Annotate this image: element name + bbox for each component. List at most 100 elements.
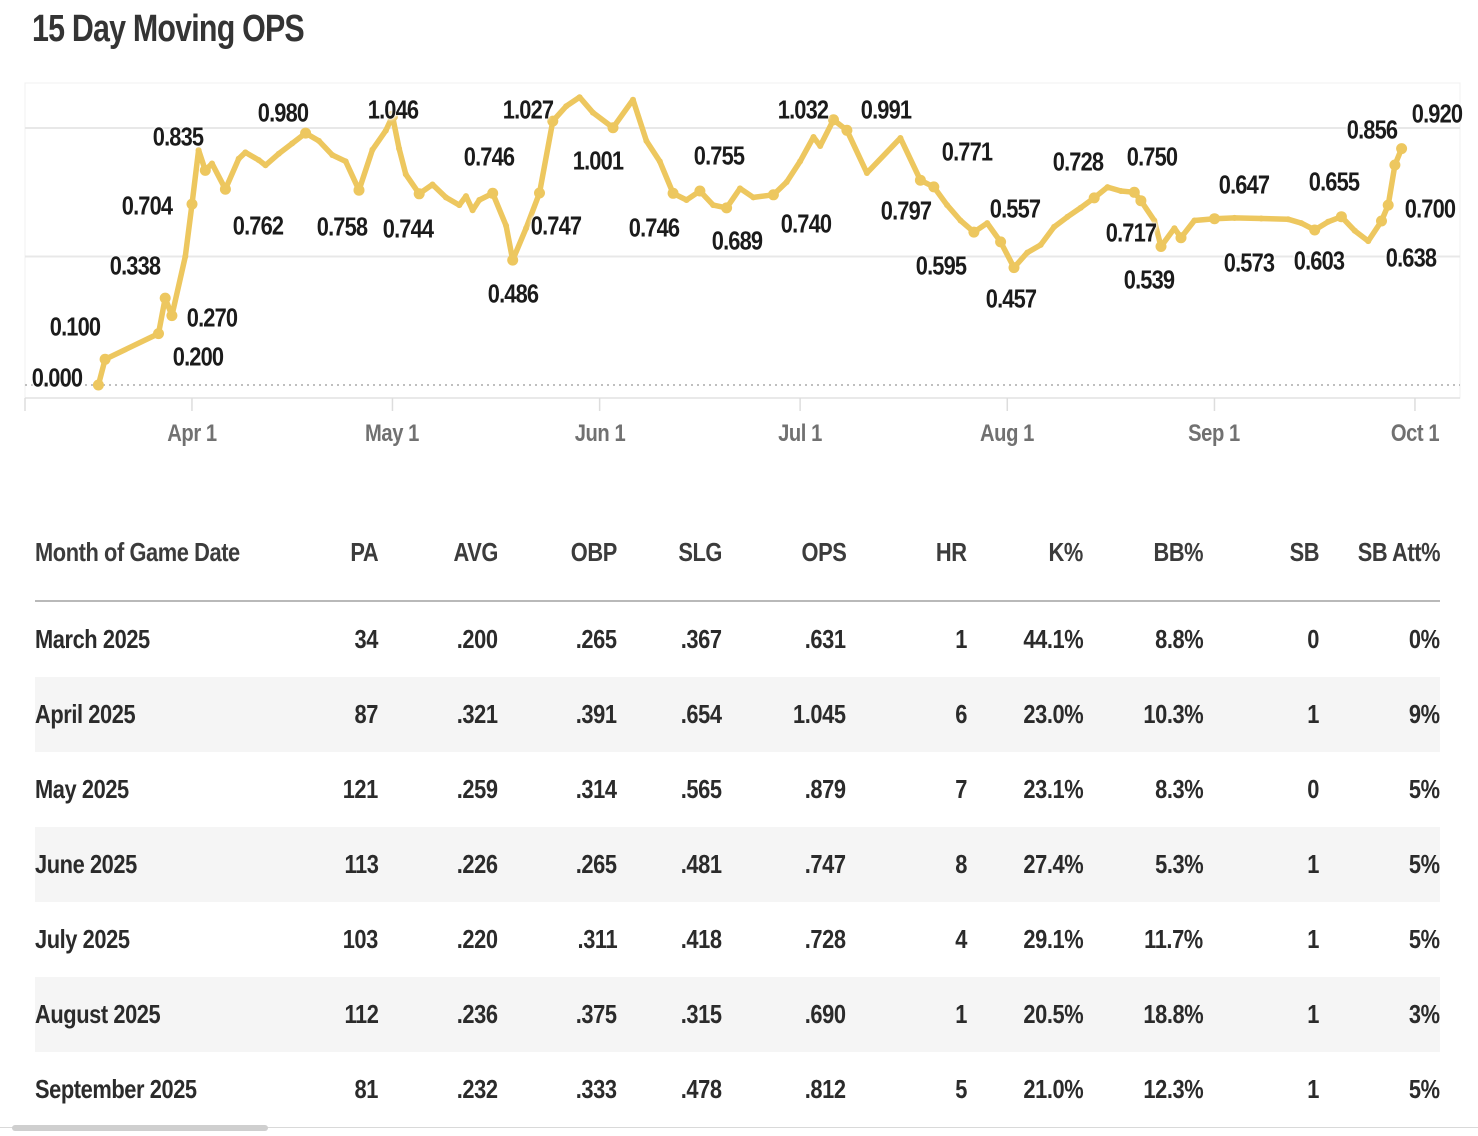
data-point-label: 0.100 bbox=[49, 311, 101, 342]
data-point-marker bbox=[928, 181, 940, 193]
stat-cell: 0% bbox=[1409, 624, 1440, 654]
stat-cell: 11.7% bbox=[1144, 924, 1203, 954]
data-point-label: 0.338 bbox=[109, 250, 161, 281]
stat-cell: .747 bbox=[805, 849, 846, 879]
row-month-cell: April 2025 bbox=[35, 699, 136, 729]
data-point-label: 0.270 bbox=[186, 302, 238, 333]
data-point-marker bbox=[166, 310, 178, 322]
stat-cell: .259 bbox=[457, 774, 498, 804]
data-point-label: 0.758 bbox=[316, 211, 368, 242]
data-point-marker bbox=[667, 187, 679, 199]
data-point-marker bbox=[1351, 227, 1358, 234]
data-point-label: 0.704 bbox=[121, 190, 173, 221]
data-point-marker bbox=[1024, 249, 1031, 256]
data-point-marker bbox=[694, 185, 706, 197]
data-point-marker bbox=[429, 181, 436, 188]
column-header-month-of-game-date: Month of Game Date bbox=[35, 505, 300, 602]
data-point-marker bbox=[643, 137, 650, 144]
data-point-label: 0.457 bbox=[985, 283, 1037, 314]
data-point-marker bbox=[1128, 186, 1140, 198]
data-point-marker bbox=[767, 189, 779, 201]
data-point-marker bbox=[1008, 262, 1020, 274]
table-row-may-2025: May 2025 121 .259 .314 .565 .879 7 23.1% 8.3% 0 5% bbox=[35, 752, 1440, 827]
data-point-label: 0.835 bbox=[152, 121, 204, 152]
data-point-marker bbox=[1325, 218, 1332, 225]
data-point-marker bbox=[1389, 159, 1401, 171]
data-point-marker bbox=[1151, 217, 1158, 224]
table-row-august-2025: August 2025 112 .236 .375 .315 .690 1 20.5% 18.8… bbox=[35, 977, 1440, 1052]
chart-title: 15 Day Moving OPS bbox=[32, 8, 305, 50]
data-point-marker bbox=[1037, 241, 1044, 248]
stat-cell: 5.3% bbox=[1154, 849, 1204, 879]
data-point-marker bbox=[396, 145, 403, 152]
x-axis-tick-label: Sep 1 bbox=[1188, 420, 1241, 447]
stat-cell: 8.3% bbox=[1154, 774, 1204, 804]
stat-cell: .315 bbox=[681, 999, 722, 1029]
table-row-march-2025: March 2025 34 .200 .265 .367 .631 1 44.1% 8.8% 0 0… bbox=[35, 601, 1440, 677]
horizontal-scrollbar-track[interactable] bbox=[0, 1125, 1478, 1136]
data-point-label: 0.740 bbox=[780, 208, 832, 239]
data-point-marker bbox=[442, 194, 449, 201]
stat-cell: .728 bbox=[805, 924, 846, 954]
data-point-label: 0.755 bbox=[693, 140, 745, 171]
data-point-label: 1.032 bbox=[777, 94, 829, 125]
stat-cell: .314 bbox=[576, 774, 617, 804]
stat-cell: .812 bbox=[805, 1074, 846, 1104]
data-point-marker bbox=[721, 202, 733, 214]
data-point-marker bbox=[1171, 225, 1178, 232]
data-point-marker bbox=[456, 202, 463, 209]
data-point-marker bbox=[683, 197, 690, 203]
data-point-label: 0.689 bbox=[711, 225, 763, 256]
data-point-marker bbox=[469, 207, 476, 214]
stat-cell: .418 bbox=[681, 924, 722, 954]
data-point-marker bbox=[413, 188, 425, 200]
horizontal-scrollbar-thumb[interactable] bbox=[12, 1125, 268, 1131]
data-point-marker bbox=[1335, 211, 1347, 223]
stat-cell: 121 bbox=[342, 774, 379, 804]
data-point-marker bbox=[1117, 188, 1124, 194]
column-header-k-: K% bbox=[967, 505, 1083, 602]
data-point-label: 0.638 bbox=[1385, 242, 1437, 273]
monthly-stats-table-wrap: Month of Game Date PA AVG OBP SLG OPS HR K% BB% S… bbox=[35, 505, 1440, 1127]
data-point-label: 0.486 bbox=[487, 278, 539, 309]
data-point-marker bbox=[1209, 213, 1220, 225]
row-month-cell: August 2025 bbox=[35, 999, 161, 1029]
stat-cell: .375 bbox=[576, 999, 617, 1029]
data-point-label: 0.700 bbox=[1404, 193, 1456, 224]
row-month-cell: June 2025 bbox=[35, 849, 137, 879]
stat-cell: 12.3% bbox=[1143, 1074, 1203, 1104]
stat-cell: .654 bbox=[681, 699, 722, 729]
table-row-september-2025: September 2025 81 .232 .333 .478 .812 5 21.0% 12… bbox=[35, 1052, 1440, 1127]
data-point-label: 0.000 bbox=[31, 362, 83, 393]
stat-cell: 8.8% bbox=[1154, 624, 1204, 654]
stat-cell: .265 bbox=[576, 849, 617, 879]
data-point-marker bbox=[914, 174, 926, 186]
data-point-label: 0.573 bbox=[1223, 247, 1275, 278]
stat-cell: 0 bbox=[1307, 774, 1319, 804]
stat-cell: 29.1% bbox=[1023, 924, 1083, 954]
data-point-marker bbox=[1077, 204, 1084, 211]
stat-cell: 1 bbox=[955, 624, 967, 654]
data-point-marker bbox=[315, 137, 322, 144]
stat-cell: 1 bbox=[1307, 699, 1319, 729]
stat-cell: 9% bbox=[1409, 699, 1440, 729]
data-point-marker bbox=[289, 140, 296, 147]
data-point-label: 1.027 bbox=[502, 94, 554, 125]
data-point-marker bbox=[99, 353, 111, 365]
row-month-cell: March 2025 bbox=[35, 624, 150, 654]
column-header-obp: OBP bbox=[498, 505, 617, 602]
stat-cell: 20.5% bbox=[1023, 999, 1083, 1029]
stat-cell: .200 bbox=[457, 624, 498, 654]
data-point-marker bbox=[1365, 238, 1372, 245]
data-point-marker bbox=[199, 164, 211, 176]
data-point-marker bbox=[1088, 192, 1100, 204]
ops-series-line bbox=[95, 94, 1405, 388]
data-point-marker bbox=[92, 379, 104, 391]
stat-cell: 3% bbox=[1409, 999, 1440, 1029]
data-point-marker bbox=[1231, 214, 1238, 221]
data-point-label: 0.991 bbox=[860, 94, 912, 125]
data-point-label: 0.746 bbox=[463, 141, 515, 172]
data-point-label: 0.856 bbox=[1346, 114, 1398, 145]
data-point-marker bbox=[342, 158, 349, 165]
